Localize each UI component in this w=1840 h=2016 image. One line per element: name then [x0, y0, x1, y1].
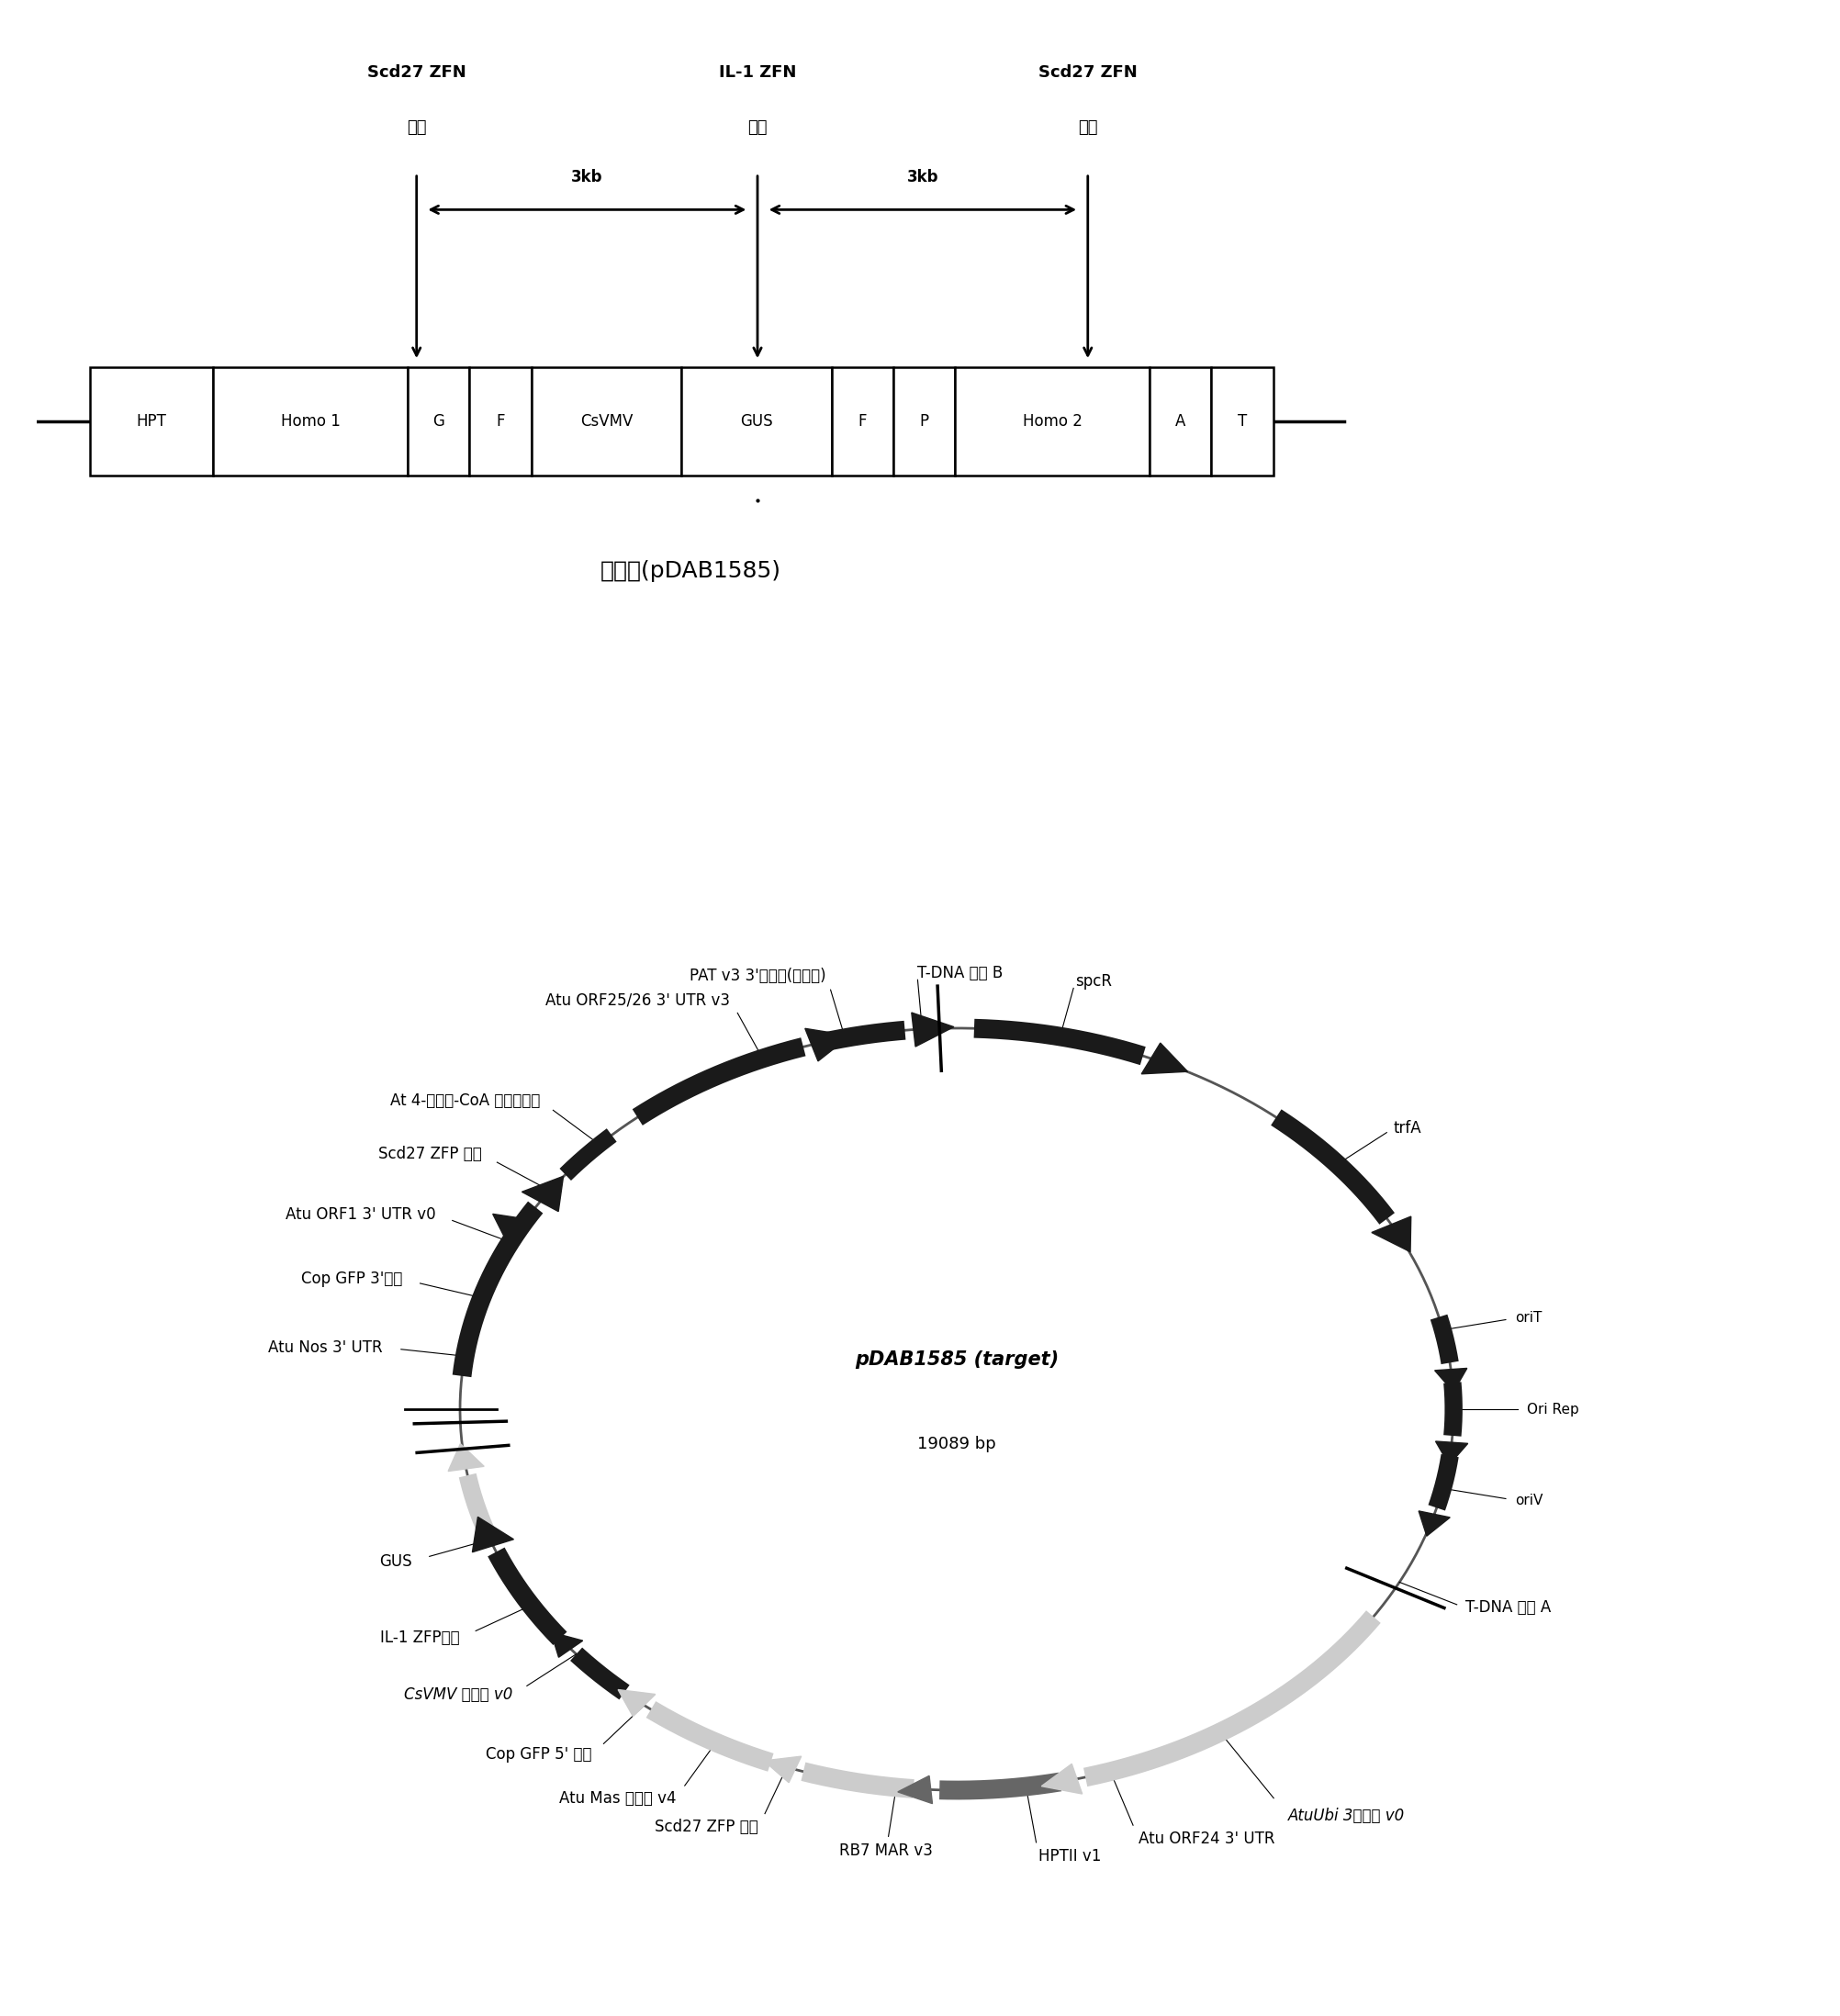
- Text: oriV: oriV: [1514, 1494, 1542, 1508]
- Text: Scd27 ZFN: Scd27 ZFN: [368, 65, 466, 81]
- Text: Ori Rep: Ori Rep: [1527, 1403, 1579, 1415]
- Text: Homo 2: Homo 2: [1023, 413, 1082, 429]
- Text: Cop GFP 5' 拷贝: Cop GFP 5' 拷贝: [486, 1746, 592, 1762]
- Bar: [1211, 367, 1273, 476]
- Bar: [894, 367, 955, 476]
- Text: At 4-香豆酥-CoA 合酶内含子: At 4-香豆酥-CoA 合酶内含子: [390, 1093, 539, 1109]
- Polygon shape: [493, 1214, 530, 1242]
- Text: F: F: [497, 413, 504, 429]
- Polygon shape: [1141, 1042, 1187, 1075]
- Bar: [213, 367, 408, 476]
- Text: Atu ORF24 3' UTR: Atu ORF24 3' UTR: [1139, 1831, 1275, 1847]
- Text: pDAB1585 (target): pDAB1585 (target): [856, 1351, 1058, 1369]
- Text: Scd27 ZFP 位点: Scd27 ZFP 位点: [379, 1145, 482, 1163]
- Text: A: A: [1176, 413, 1185, 429]
- Text: 位点: 位点: [407, 119, 427, 135]
- Text: Cop GFP 3'拷贝: Cop GFP 3'拷贝: [302, 1270, 403, 1288]
- Text: T-DNA 边界 A: T-DNA 边界 A: [1465, 1599, 1551, 1617]
- Polygon shape: [898, 1776, 933, 1804]
- Text: G: G: [432, 413, 445, 429]
- Polygon shape: [523, 1175, 563, 1212]
- Text: IL-1 ZFN: IL-1 ZFN: [719, 65, 797, 81]
- Text: Scd27 ZFP 位点: Scd27 ZFP 位点: [655, 1818, 758, 1835]
- Text: Homo 1: Homo 1: [282, 413, 340, 429]
- Text: Scd27 ZFN: Scd27 ZFN: [1038, 65, 1137, 81]
- Text: 3kb: 3kb: [570, 169, 604, 185]
- Polygon shape: [911, 1012, 953, 1046]
- Text: Atu Mas 启动子 v4: Atu Mas 启动子 v4: [559, 1790, 675, 1806]
- Text: T: T: [1238, 413, 1248, 429]
- Polygon shape: [1435, 1441, 1468, 1466]
- Bar: [469, 367, 532, 476]
- Text: T-DNA 边界 B: T-DNA 边界 B: [916, 964, 1003, 982]
- Polygon shape: [1371, 1216, 1411, 1252]
- Text: HPT: HPT: [136, 413, 167, 429]
- Bar: [1150, 367, 1211, 476]
- Text: Atu ORF1 3' UTR v0: Atu ORF1 3' UTR v0: [285, 1206, 436, 1222]
- Text: CsVMV: CsVMV: [580, 413, 633, 429]
- Text: Atu Nos 3' UTR: Atu Nos 3' UTR: [269, 1339, 383, 1355]
- Text: F: F: [857, 413, 867, 429]
- Bar: [832, 367, 894, 476]
- Text: RB7 MAR v3: RB7 MAR v3: [839, 1843, 933, 1859]
- Polygon shape: [449, 1443, 484, 1472]
- Polygon shape: [1041, 1764, 1082, 1794]
- Polygon shape: [618, 1689, 655, 1716]
- Text: 靶载体(pDAB1585): 靶载体(pDAB1585): [600, 560, 780, 583]
- Bar: [90, 367, 213, 476]
- Text: GUS: GUS: [740, 413, 773, 429]
- Polygon shape: [764, 1756, 800, 1782]
- Text: IL-1 ZFP位点: IL-1 ZFP位点: [381, 1629, 460, 1647]
- Text: spcR: spcR: [1075, 974, 1111, 990]
- Text: AtuUbi 3启动子 v0: AtuUbi 3启动子 v0: [1288, 1808, 1406, 1824]
- Text: 位点: 位点: [747, 119, 767, 135]
- Text: HPTII v1: HPTII v1: [1040, 1849, 1102, 1865]
- Text: trfA: trfA: [1393, 1119, 1422, 1137]
- Text: PAT v3 3'外显子(人工的): PAT v3 3'外显子(人工的): [690, 968, 826, 984]
- Polygon shape: [806, 1028, 850, 1060]
- Bar: [955, 367, 1150, 476]
- Bar: [532, 367, 681, 476]
- Text: CsVMV 启动子 v0: CsVMV 启动子 v0: [405, 1687, 513, 1704]
- Polygon shape: [1435, 1369, 1466, 1391]
- Polygon shape: [473, 1516, 513, 1552]
- Text: oriT: oriT: [1514, 1310, 1542, 1325]
- Polygon shape: [1419, 1512, 1450, 1536]
- Text: Atu ORF25/26 3' UTR v3: Atu ORF25/26 3' UTR v3: [546, 992, 730, 1008]
- Text: 位点: 位点: [1078, 119, 1098, 135]
- Text: 19089 bp: 19089 bp: [918, 1435, 995, 1454]
- Text: GUS: GUS: [379, 1552, 412, 1570]
- Bar: [408, 367, 469, 476]
- Text: P: P: [920, 413, 929, 429]
- Text: 3kb: 3kb: [907, 169, 938, 185]
- Polygon shape: [550, 1633, 583, 1657]
- Bar: [681, 367, 832, 476]
